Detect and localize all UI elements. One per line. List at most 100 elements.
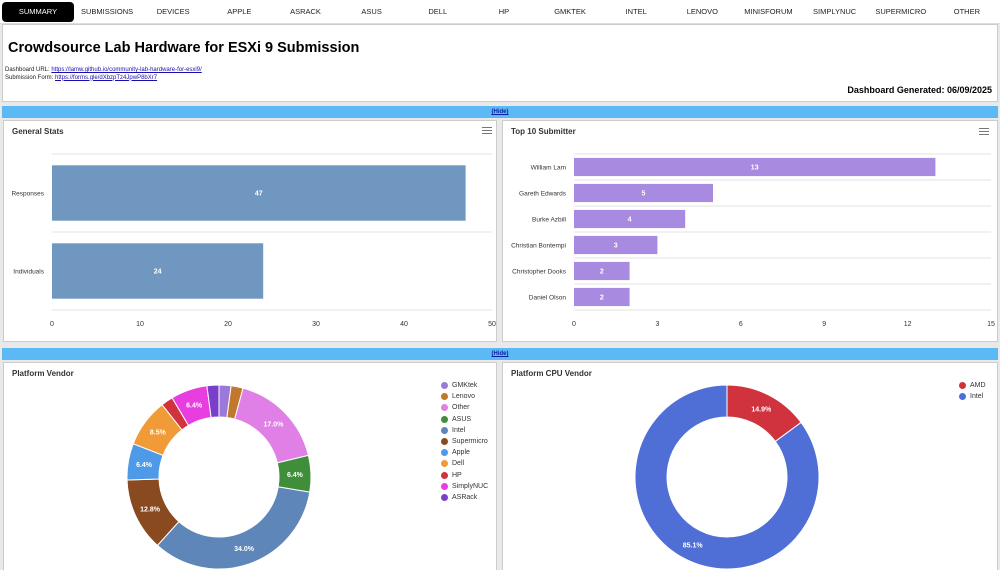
data-label: 47: [255, 191, 263, 198]
legend-item[interactable]: Intel: [959, 391, 986, 402]
dashboard-url-link[interactable]: https://lamw.github.io/community-lab-har…: [51, 67, 202, 73]
bar: [574, 157, 936, 177]
legend-item[interactable]: ASRack: [441, 492, 488, 503]
category-label: Christopher Dooks: [512, 269, 567, 276]
legend-marker: [441, 382, 448, 390]
tab-asrack[interactable]: ASRACK: [290, 6, 321, 16]
category-label: Gareth Edwards: [519, 191, 567, 198]
slice-label: 8.5%: [150, 429, 167, 436]
data-label: 3: [614, 243, 618, 250]
slice-label: 6.4%: [136, 462, 153, 469]
legend-label: Intel: [970, 393, 984, 401]
tab-lenovo[interactable]: LENOVO: [686, 6, 718, 16]
platform-vendor-legend: GMKtek Lenovo Other ASUS Intel Supermicro Appl…: [441, 380, 488, 503]
legend-item[interactable]: Dell: [441, 458, 488, 469]
chart-menu-icon[interactable]: [979, 128, 989, 136]
legend-item[interactable]: ASUS: [441, 414, 488, 425]
data-label: 13: [751, 165, 759, 172]
platform-vendor-panel: Platform Vendor 17.0% 6.4% 34.0% 12.8% 6.4% 8…: [3, 362, 497, 570]
legend-label: AMD: [970, 382, 986, 390]
category-label: Christian Bontempi: [511, 243, 566, 250]
bar: [574, 287, 630, 307]
slice-label: 12.8%: [140, 507, 161, 514]
header-panel: Crowdsource Lab Hardware for ESXi 9 Subm…: [2, 24, 998, 102]
x-tick-label: 30: [312, 321, 320, 328]
top-submitters-panel: Top 10 Submitter 0 3 6 9 12 15 William Lam 13 Ga…: [502, 120, 998, 342]
tab-dell[interactable]: DELL: [428, 6, 448, 16]
general-stats-chart: 0 10 20 30 40 50 Responses 47 Individuals 24: [11, 153, 496, 328]
tab-summary[interactable]: SUMMARY: [2, 1, 74, 22]
x-tick-label: 3: [655, 321, 659, 328]
legend-label: Apple: [452, 449, 470, 457]
submission-form-link[interactable]: https://forms.gle/dXbzpTz4JpwP8bXr7: [55, 74, 158, 81]
data-label: 4: [628, 217, 632, 224]
legend-item[interactable]: Intel: [441, 425, 488, 436]
tab-hp[interactable]: HP: [498, 6, 510, 16]
legend-marker: [441, 438, 448, 446]
tab-devices[interactable]: DEVICES: [156, 6, 190, 16]
legend-label: HP: [452, 471, 462, 479]
slice-label: 14.9%: [751, 407, 772, 414]
platform-vendor-title: Platform Vendor: [12, 369, 74, 378]
tab-intel[interactable]: INTEL: [625, 6, 647, 16]
legend-item[interactable]: SimplyNUC: [441, 481, 488, 492]
legend-marker: [441, 426, 448, 434]
legend-item[interactable]: Supermicro: [441, 436, 488, 447]
submission-form-label: Submission Form:: [5, 74, 54, 81]
legend-label: Supermicro: [452, 438, 488, 446]
hide-link-top[interactable]: (Hide): [491, 109, 509, 115]
tab-asus[interactable]: ASUS: [361, 6, 382, 16]
legend-item[interactable]: GMKtek: [441, 380, 488, 391]
legend-marker: [441, 460, 448, 468]
category-label: Individuals: [13, 269, 44, 276]
legend-item[interactable]: Apple: [441, 447, 488, 458]
hide-link-bottom[interactable]: (Hide): [491, 351, 509, 357]
legend-label: Intel: [452, 426, 466, 434]
tab-minisforum[interactable]: MINISFORUM: [744, 6, 793, 16]
bar: [574, 235, 658, 255]
bar: [574, 261, 630, 281]
legend-marker: [441, 449, 448, 457]
x-tick-label: 50: [488, 321, 496, 328]
legend-item[interactable]: AMD: [959, 380, 986, 391]
legend-item[interactable]: Lenovo: [441, 391, 488, 402]
top-submitters-title: Top 10 Submitter: [511, 127, 576, 136]
tab-gmktek[interactable]: GMKTEK: [554, 6, 586, 16]
header-links: Dashboard URL: https://lamw.github.io/co…: [5, 67, 202, 82]
dashboard-url-label: Dashboard URL:: [5, 67, 50, 73]
legend-item[interactable]: HP: [441, 470, 488, 481]
pie-slice: [206, 384, 220, 419]
chart-menu-icon[interactable]: [482, 127, 492, 135]
legend-label: GMKtek: [452, 382, 478, 390]
legend-marker: [959, 393, 966, 401]
tab-submissions[interactable]: SUBMISSIONS: [81, 6, 134, 16]
x-tick-label: 0: [572, 321, 576, 328]
legend-label: Other: [452, 404, 470, 412]
page-title: Crowdsource Lab Hardware for ESXi 9 Subm…: [8, 40, 360, 56]
tab-simplynuc[interactable]: SIMPLYNUC: [813, 6, 857, 16]
tab-other[interactable]: OTHER: [953, 6, 981, 16]
legend-marker: [441, 493, 448, 501]
general-stats-title: General Stats: [12, 127, 64, 136]
platform-cpu-vendor-chart: 14.9% 85.1%: [634, 384, 820, 570]
slice-label: 6.4%: [287, 472, 304, 479]
x-tick-label: 40: [400, 321, 408, 328]
x-tick-label: 6: [739, 321, 743, 328]
x-tick-label: 0: [50, 321, 54, 328]
legend-label: Dell: [452, 460, 465, 468]
tab-apple[interactable]: APPLE: [227, 6, 252, 16]
top-nav: SUMMARY SUBMISSIONS DEVICES APPLE ASRACK ASUS…: [0, 0, 1000, 24]
pie-slice: [634, 384, 820, 570]
legend-item[interactable]: Other: [441, 402, 488, 413]
general-stats-panel: General Stats 0 10 20 30 40 50 Responses 47 Indi…: [3, 120, 497, 342]
x-tick-label: 12: [904, 321, 912, 328]
legend-marker: [441, 471, 448, 479]
tab-supermicro[interactable]: SUPERMICRO: [875, 6, 927, 16]
legend-marker: [441, 404, 448, 412]
x-tick-label: 10: [136, 321, 144, 328]
hide-bar-top: (Hide): [2, 106, 998, 118]
platform-vendor-chart: 17.0% 6.4% 34.0% 12.8% 6.4% 8.5% 6.4%: [126, 384, 312, 570]
platform-cpu-vendor-panel: Platform CPU Vendor 14.9% 85.1% AMD Intel: [502, 362, 998, 570]
legend-label: SimplyNUC: [452, 482, 489, 490]
slice-label: 85.1%: [683, 542, 704, 549]
